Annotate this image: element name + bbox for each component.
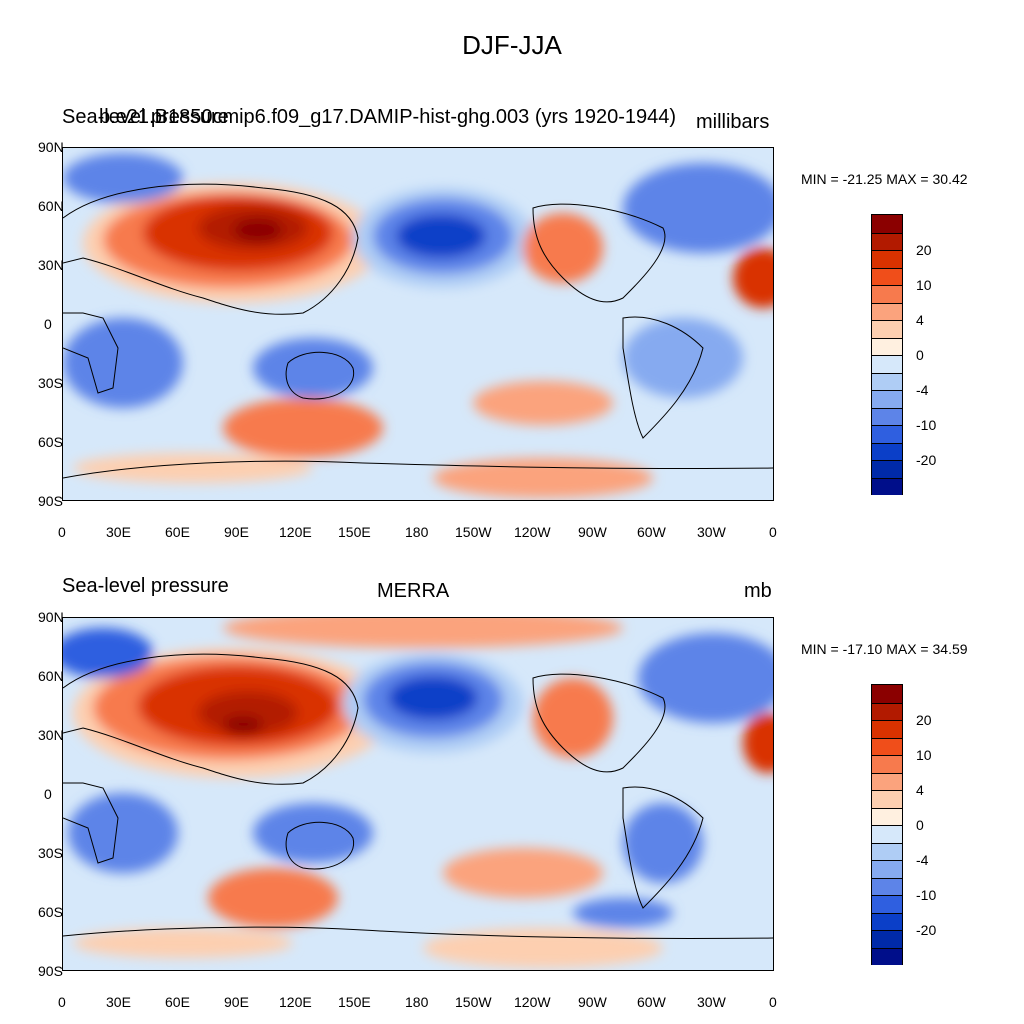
colorbar-swatch <box>872 267 902 285</box>
colorbar-label: -10 <box>916 417 937 433</box>
lon-tick: 60E <box>165 994 190 1010</box>
lat-tick: 60S <box>38 434 63 450</box>
lon-tick: 180 <box>405 524 429 540</box>
colorbar-swatch <box>872 790 902 808</box>
lon-tick: 150W <box>455 994 492 1010</box>
lat-tick: 30S <box>38 375 63 391</box>
colorbar-swatch <box>872 460 902 478</box>
min-max-readout: MIN = -21.25 MAX = 30.42 <box>801 171 968 187</box>
colorbar-swatch <box>872 860 902 878</box>
lon-tick: 90E <box>224 994 249 1010</box>
colorbar-label: -20 <box>916 452 937 468</box>
lat-tick: 90S <box>38 963 63 979</box>
colorbar-swatch <box>872 930 902 948</box>
lat-tick: 0 <box>44 316 52 332</box>
colorbar <box>871 684 903 965</box>
colorbar-label: 20 <box>916 712 932 728</box>
colorbar-swatch <box>872 337 902 355</box>
lon-tick: 60E <box>165 524 190 540</box>
colorbar-swatch <box>872 425 902 443</box>
colorbar-swatch <box>872 877 902 895</box>
colorbar-swatch <box>872 355 902 373</box>
colorbar-label: -20 <box>916 922 937 938</box>
colorbar-swatch <box>872 390 902 408</box>
panel-units: mb <box>744 580 772 602</box>
colorbar-label: 4 <box>916 782 924 798</box>
colorbar-swatch <box>872 842 902 860</box>
panel-units: millibars <box>696 111 770 133</box>
lon-tick: 30W <box>697 524 726 540</box>
lon-tick: 30W <box>697 994 726 1010</box>
lon-tick: 0 <box>769 524 777 540</box>
colorbar-label: 0 <box>916 817 924 833</box>
lon-tick: 0 <box>769 994 777 1010</box>
lat-tick: 30N <box>38 727 64 743</box>
colorbar-label: 10 <box>916 747 932 763</box>
colorbar-label: -10 <box>916 887 937 903</box>
lat-tick: 90S <box>38 493 63 509</box>
colorbar-swatch <box>872 720 902 738</box>
colorbar-swatch <box>872 372 902 390</box>
lat-tick: 60N <box>38 198 64 214</box>
colorbar-swatch <box>872 442 902 460</box>
colorbar-swatch <box>872 825 902 843</box>
colorbar-swatch <box>872 320 902 338</box>
colorbar-label: 0 <box>916 347 924 363</box>
lon-tick: 120E <box>279 994 312 1010</box>
lon-tick: 0 <box>58 994 66 1010</box>
colorbar-label: 20 <box>916 242 932 258</box>
colorbar <box>871 214 903 495</box>
colorbar-swatch <box>872 912 902 930</box>
lon-tick: 120W <box>514 524 551 540</box>
panel-center-title: b.e21.B1850cmip6.f09_g17.DAMIP-hist-ghg.… <box>99 106 677 128</box>
colorbar-label: -4 <box>916 852 929 868</box>
colorbar-swatch <box>872 755 902 773</box>
lon-tick: 150E <box>338 524 371 540</box>
lon-tick: 30E <box>106 994 131 1010</box>
colorbar-swatch <box>872 302 902 320</box>
lon-tick: 150E <box>338 994 371 1010</box>
lon-tick: 90W <box>578 524 607 540</box>
colorbar-swatch <box>872 807 902 825</box>
lon-tick: 60W <box>637 524 666 540</box>
panel-left-title: Sea-level pressure <box>62 106 229 128</box>
colorbar-swatch <box>872 407 902 425</box>
colorbar-swatch <box>872 215 902 233</box>
colorbar-label: 10 <box>916 277 932 293</box>
lat-tick: 0 <box>44 786 52 802</box>
colorbar-swatch <box>872 250 902 268</box>
lat-tick: 30S <box>38 845 63 861</box>
slp-map-merra <box>62 617 774 971</box>
min-max-readout: MIN = -17.10 MAX = 34.59 <box>801 641 968 657</box>
lon-tick: 150W <box>455 524 492 540</box>
panel-left-title: Sea-level pressure <box>62 575 229 597</box>
lat-tick: 30N <box>38 257 64 273</box>
lon-tick: 0 <box>58 524 66 540</box>
lon-tick: 90E <box>224 524 249 540</box>
figure-title: DJF-JJA <box>462 30 562 60</box>
colorbar-swatch <box>872 702 902 720</box>
colorbar-swatch <box>872 232 902 250</box>
lon-tick: 60W <box>637 994 666 1010</box>
colorbar-swatch <box>872 895 902 913</box>
lon-tick: 120W <box>514 994 551 1010</box>
colorbar-swatch <box>872 477 902 495</box>
lat-tick: 90N <box>38 139 64 155</box>
colorbar-swatch <box>872 685 902 703</box>
lon-tick: 120E <box>279 524 312 540</box>
colorbar-swatch <box>872 947 902 965</box>
slp-map-model <box>62 147 774 501</box>
lat-tick: 90N <box>38 609 64 625</box>
colorbar-swatch <box>872 285 902 303</box>
colorbar-swatch <box>872 737 902 755</box>
colorbar-label: 4 <box>916 312 924 328</box>
lon-tick: 90W <box>578 994 607 1010</box>
colorbar-swatch <box>872 772 902 790</box>
colorbar-label: -4 <box>916 382 929 398</box>
panel-center-title: MERRA <box>377 580 450 602</box>
lat-tick: 60N <box>38 668 64 684</box>
lon-tick: 180 <box>405 994 429 1010</box>
lat-tick: 60S <box>38 904 63 920</box>
lon-tick: 30E <box>106 524 131 540</box>
